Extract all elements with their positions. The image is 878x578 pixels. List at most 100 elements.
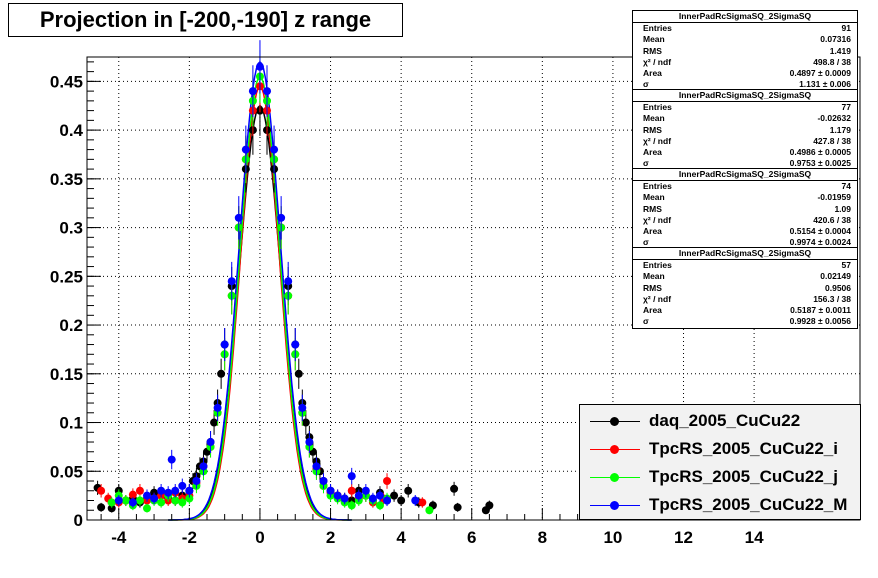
data-point <box>192 477 201 486</box>
stats-row: RMS 0.9506 <box>633 283 857 294</box>
stats-row: Area 0.4986 ± 0.0005 <box>633 147 857 158</box>
data-point <box>206 438 215 447</box>
data-point <box>347 472 356 481</box>
data-point <box>326 486 335 495</box>
stats-row: Entries 74 <box>633 181 857 192</box>
stats-box-title: InnerPadRcSigmaSQ_2SigmaSQ <box>633 169 857 181</box>
stats-row: Entries 77 <box>633 102 857 113</box>
stats-row: Mean -0.02632 <box>633 113 857 124</box>
data-point <box>241 145 250 154</box>
stats-box: InnerPadRcSigmaSQ_2SigmaSQ Entries 74 Mean -… <box>632 168 858 250</box>
stats-row: σ 1.131 ± 0.006 <box>633 79 857 90</box>
stats-value: 77 <box>841 102 851 112</box>
title-box: Projection in [-200,-190] z range <box>8 3 403 37</box>
data-point <box>234 213 243 222</box>
data-point <box>185 494 194 503</box>
x-tick-label: 14 <box>745 528 764 547</box>
data-point <box>450 484 459 493</box>
data-point <box>164 488 173 497</box>
stats-box-title: InnerPadRcSigmaSQ_2SigmaSQ <box>633 90 857 102</box>
legend-label: TpcRS_2005_CuCu22_j <box>649 467 838 486</box>
stats-row: RMS 1.179 <box>633 125 857 136</box>
data-point <box>178 481 187 490</box>
data-point <box>171 496 180 505</box>
data-point <box>397 496 406 505</box>
stats-box-title: InnerPadRcSigmaSQ_2SigmaSQ <box>633 11 857 23</box>
stats-key: RMS <box>643 124 662 135</box>
stats-key: σ <box>643 237 649 248</box>
legend-marker <box>610 417 619 426</box>
data-point <box>347 486 356 495</box>
y-tick-label: 0.05 <box>50 462 83 481</box>
stats-key: Entries <box>643 181 672 191</box>
data-point <box>375 491 384 500</box>
x-tick-label: 4 <box>396 528 406 547</box>
data-point <box>340 494 349 503</box>
stats-row: RMS 1.09 <box>633 204 857 215</box>
stats-value: 0.5154 ± 0.0004 <box>789 226 851 237</box>
data-point <box>248 87 257 96</box>
stats-key: Area <box>643 68 662 79</box>
legend-item: daq_2005_CuCu22 <box>580 407 860 435</box>
stats-value: 91 <box>841 23 851 33</box>
axes: -4 -2 0 2 4 6 8 10 12 14 0 0.05 0.1 0.15 0.2 0.25 0.3 0.3… <box>50 56 861 547</box>
data-point <box>150 488 159 497</box>
data-point <box>107 498 116 507</box>
stats-key: Mean <box>643 271 665 282</box>
stats-row: σ 0.9974 ± 0.0024 <box>633 237 857 248</box>
x-tick-label: 8 <box>538 528 547 547</box>
stats-value: 427.8 / 38 <box>813 135 851 146</box>
stats-value: 1.09 <box>834 203 851 214</box>
data-point <box>107 504 116 513</box>
data-point <box>263 87 272 96</box>
stats-key: RMS <box>643 282 662 293</box>
data-point <box>135 496 144 505</box>
x-tick-label: 2 <box>326 528 335 547</box>
x-tick-label: 0 <box>255 528 264 547</box>
data-point <box>418 498 427 507</box>
data-point <box>135 486 144 495</box>
stats-key: χ² / ndf <box>643 135 672 146</box>
stats-value: -0.01959 <box>817 192 851 203</box>
stats-row: Entries 57 <box>633 260 857 271</box>
stats-value: 74 <box>841 181 851 191</box>
stats-row: χ² / ndf 420.6 / 38 <box>633 215 857 226</box>
data-point <box>210 418 219 427</box>
legend-item: TpcRS_2005_CuCu22_M <box>580 491 860 519</box>
data-point <box>220 340 229 349</box>
data-point <box>284 277 293 286</box>
stats-row: Area 0.5187 ± 0.0011 <box>633 305 857 316</box>
y-tick-label: 0.45 <box>50 72 83 91</box>
stats-value: 498.8 / 38 <box>813 56 851 67</box>
stats-row: Mean 0.07316 <box>633 34 857 45</box>
x-tick-label: 6 <box>467 528 476 547</box>
x-tick-label: -2 <box>182 528 197 547</box>
legend-item: TpcRS_2005_CuCu22_i <box>580 435 860 463</box>
data-point <box>255 62 264 71</box>
stats-value: 420.6 / 38 <box>813 214 851 225</box>
data-point <box>270 145 279 154</box>
data-points <box>93 40 494 515</box>
stats-box-title: InnerPadRcSigmaSQ_2SigmaSQ <box>633 248 857 260</box>
stats-row: σ 0.9753 ± 0.0025 <box>633 158 857 169</box>
stats-row: Area 0.4897 ± 0.0009 <box>633 68 857 79</box>
legend-label: TpcRS_2005_CuCu22_M <box>649 495 848 514</box>
data-point <box>97 486 106 495</box>
stats-key: Entries <box>643 260 672 270</box>
fit-curve <box>168 85 352 521</box>
x-tick-label: 12 <box>674 528 693 547</box>
stats-row: Mean 0.02149 <box>633 271 857 282</box>
stats-key: χ² / ndf <box>643 214 672 225</box>
data-point <box>143 491 152 500</box>
data-point <box>97 503 106 512</box>
legend-marker <box>610 473 619 482</box>
stats-value: 0.02149 <box>820 271 851 282</box>
stats-value: -0.02632 <box>817 113 851 124</box>
stats-row: χ² / ndf 156.3 / 38 <box>633 294 857 305</box>
data-point <box>361 486 370 495</box>
data-point <box>217 369 226 378</box>
data-point <box>128 490 137 499</box>
y-tick-label: 0.4 <box>59 121 83 140</box>
stats-value: 0.9506 <box>825 282 851 293</box>
data-point <box>128 498 137 507</box>
